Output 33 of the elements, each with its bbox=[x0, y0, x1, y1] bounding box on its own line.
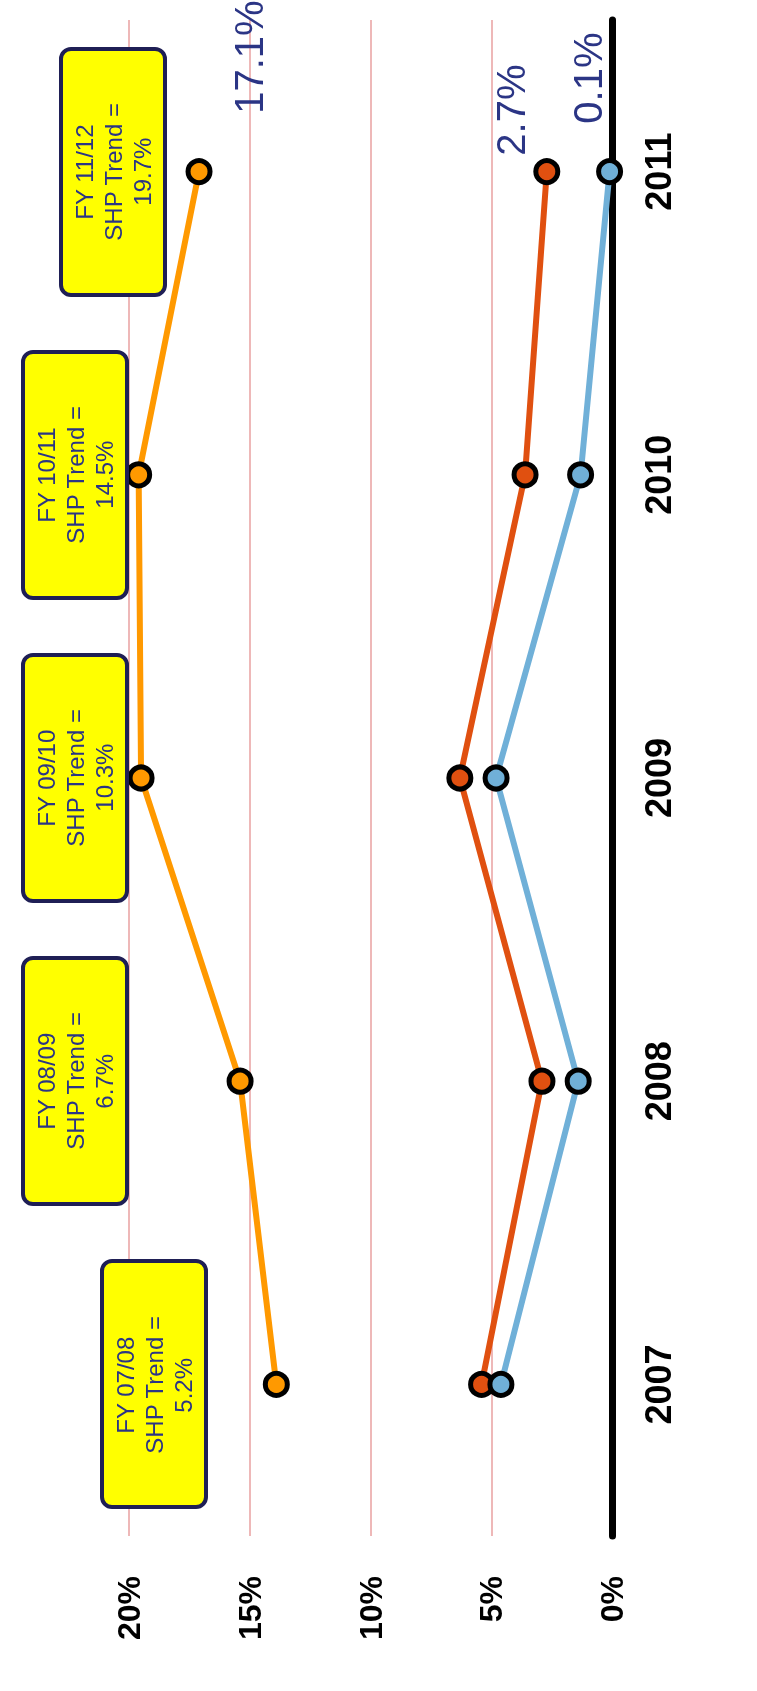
callout-box: FY 11/12 SHP Trend = 19.7% bbox=[59, 46, 168, 297]
point bbox=[564, 1067, 592, 1095]
point bbox=[533, 158, 561, 186]
point bbox=[511, 461, 539, 489]
data-label: 2.7% bbox=[489, 64, 534, 156]
point bbox=[482, 764, 510, 792]
y-tick-label: 2007 bbox=[637, 1344, 679, 1425]
annotation: FY 11/12 SHP Trend = 19.7% bbox=[69, 102, 157, 241]
annotation: FY 07/08 SHP Trend = 5.2% bbox=[110, 1315, 198, 1454]
point bbox=[528, 1067, 556, 1095]
point bbox=[446, 764, 474, 792]
callout-box: FY 09/10 SHP Trend = 10.3% bbox=[21, 653, 129, 903]
y-tick-label: 2011 bbox=[637, 132, 679, 211]
point bbox=[567, 461, 595, 489]
data-label: 17.1% bbox=[226, 0, 271, 114]
point bbox=[226, 1067, 254, 1095]
y-tick-label: 2010 bbox=[637, 434, 679, 515]
callout-box: FY 08/09 SHP Trend = 6.7% bbox=[21, 956, 129, 1207]
x-tick-label: 20% bbox=[111, 1576, 147, 1641]
x-tick-label: 15% bbox=[231, 1576, 268, 1641]
data-label: 0.1% bbox=[566, 32, 611, 124]
point bbox=[596, 158, 624, 186]
y-tick-label: 2008 bbox=[637, 1041, 679, 1122]
point bbox=[127, 764, 155, 792]
x-tick-label: 5% bbox=[473, 1576, 510, 1623]
x-tick-label: 0% bbox=[594, 1576, 630, 1623]
point bbox=[262, 1370, 290, 1398]
x-tick-label: 10% bbox=[352, 1576, 389, 1641]
callout-box: FY 10/11 SHP Trend = 14.5% bbox=[21, 349, 129, 600]
point bbox=[185, 158, 213, 186]
point bbox=[487, 1370, 515, 1398]
y-tick-label: 2009 bbox=[637, 737, 679, 819]
callout-box: FY 07/08 SHP Trend = 5.2% bbox=[100, 1259, 209, 1510]
